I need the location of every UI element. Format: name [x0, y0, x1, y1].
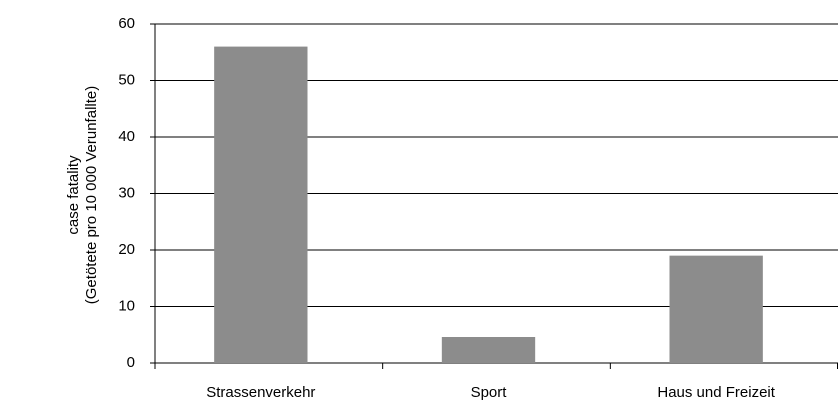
y-tick-label: 0: [127, 354, 135, 371]
x-tick-label: Strassenverkehr: [206, 384, 315, 401]
y-tick-label: 60: [118, 15, 135, 32]
y-axis-label-line: case fatality: [65, 155, 82, 235]
y-axis-label-line: (Getötete pro 10 000 Verunfallte): [83, 86, 100, 304]
y-axis-label: case fatality (Getötete pro 10 000 Verun…: [65, 86, 100, 304]
y-tick-label: 20: [118, 241, 135, 258]
bar: [214, 46, 308, 363]
y-tick-label: 40: [118, 128, 135, 145]
x-tick-label: Haus und Freizeit: [657, 384, 775, 401]
y-tick-label: 10: [118, 297, 135, 314]
bar: [669, 255, 763, 363]
x-tick-label: Sport: [471, 384, 508, 401]
bar: [441, 337, 536, 363]
y-tick-label: 30: [118, 184, 135, 201]
y-tick-label: 50: [118, 71, 135, 88]
